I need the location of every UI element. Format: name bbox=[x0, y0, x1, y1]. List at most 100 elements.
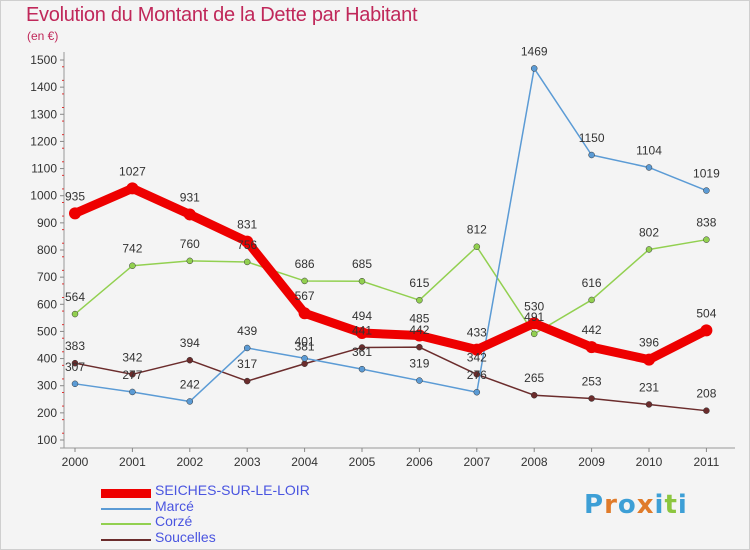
data-point bbox=[703, 407, 710, 414]
data-label: 491 bbox=[524, 310, 544, 324]
data-label: 381 bbox=[295, 340, 315, 354]
data-label: 307 bbox=[65, 360, 85, 374]
data-point bbox=[129, 371, 136, 378]
y-tick-label: 500 bbox=[37, 324, 57, 338]
y-tick-label: 700 bbox=[37, 270, 57, 284]
data-label: 931 bbox=[180, 190, 200, 204]
data-point bbox=[416, 343, 423, 351]
legend-label: Soucelles bbox=[155, 529, 216, 545]
y-tick-label: 1400 bbox=[30, 80, 57, 94]
data-label: 253 bbox=[582, 374, 602, 388]
y-tick-label: 200 bbox=[37, 406, 57, 420]
data-point bbox=[186, 398, 194, 405]
data-point bbox=[588, 151, 595, 159]
data-label: 276 bbox=[467, 368, 487, 382]
x-tick-label: 2006 bbox=[406, 455, 433, 469]
y-tick-label: 100 bbox=[37, 433, 57, 447]
y-tick-label: 1100 bbox=[31, 162, 57, 176]
data-label: 208 bbox=[696, 387, 716, 401]
data-label: 394 bbox=[180, 336, 200, 350]
logo-letter: r bbox=[604, 490, 618, 520]
data-point bbox=[700, 324, 713, 337]
data-point bbox=[416, 377, 423, 384]
series-line bbox=[74, 67, 708, 403]
x-tick-label: 2001 bbox=[119, 455, 146, 469]
data-point bbox=[69, 207, 81, 220]
data-label: 442 bbox=[409, 323, 429, 337]
data-point bbox=[473, 388, 481, 396]
data-label: 317 bbox=[237, 357, 257, 371]
x-tick-label: 2009 bbox=[578, 455, 605, 469]
data-point bbox=[358, 344, 366, 351]
data-point bbox=[645, 246, 653, 253]
legend-swatch bbox=[101, 539, 151, 541]
series-line bbox=[70, 183, 711, 365]
data-label: 831 bbox=[237, 218, 257, 232]
data-point bbox=[358, 365, 366, 373]
logo-letter: P bbox=[584, 490, 605, 520]
data-label: 838 bbox=[696, 216, 716, 230]
data-point bbox=[301, 360, 308, 367]
data-point bbox=[358, 277, 366, 285]
data-point bbox=[585, 341, 598, 354]
data-label: 319 bbox=[409, 357, 429, 371]
legend-swatch bbox=[101, 523, 151, 525]
y-tick-label: 1200 bbox=[30, 134, 57, 148]
data-label: 265 bbox=[524, 371, 544, 385]
data-point bbox=[186, 356, 194, 364]
data-label: 1027 bbox=[119, 164, 146, 178]
data-point bbox=[530, 65, 538, 72]
data-label: 1104 bbox=[636, 143, 662, 157]
y-tick-label: 800 bbox=[37, 243, 57, 257]
data-label: 485 bbox=[409, 312, 429, 326]
data-label: 530 bbox=[524, 299, 544, 313]
x-tick-label: 2010 bbox=[636, 455, 663, 469]
data-point bbox=[530, 391, 538, 399]
data-label: 342 bbox=[467, 350, 487, 364]
data-label: 277 bbox=[122, 368, 142, 382]
data-label: 685 bbox=[352, 257, 372, 271]
data-label: 935 bbox=[65, 189, 85, 203]
logo-letter: t bbox=[664, 490, 678, 520]
data-label: 686 bbox=[295, 257, 315, 271]
data-label: 433 bbox=[467, 326, 487, 340]
data-point bbox=[530, 330, 538, 338]
legend-swatch bbox=[101, 508, 151, 510]
data-label: 441 bbox=[352, 323, 372, 337]
data-label: 442 bbox=[582, 323, 602, 337]
data-point bbox=[241, 235, 254, 248]
x-tick-label: 2011 bbox=[693, 455, 719, 469]
data-point bbox=[243, 377, 251, 385]
logo-letter: o bbox=[617, 490, 637, 520]
chart-unit-subtitle: (en €) bbox=[27, 29, 59, 43]
data-label: 242 bbox=[180, 377, 200, 391]
data-point bbox=[186, 257, 194, 265]
legend-label: Corzé bbox=[155, 513, 193, 529]
data-label: 494 bbox=[352, 309, 372, 323]
series-line bbox=[74, 346, 708, 412]
data-point bbox=[645, 164, 653, 171]
proxiti-logo: Proxiti bbox=[584, 490, 688, 520]
legend-swatch bbox=[101, 488, 151, 498]
logo-letter: x bbox=[636, 490, 655, 520]
data-label: 231 bbox=[639, 380, 659, 394]
y-tick-label: 1000 bbox=[30, 189, 57, 203]
x-tick-label: 2008 bbox=[521, 455, 548, 469]
logo-letter: i bbox=[677, 490, 688, 520]
data-point bbox=[703, 236, 710, 243]
y-tick-label: 400 bbox=[37, 352, 57, 366]
data-point bbox=[413, 329, 426, 342]
series-line bbox=[74, 238, 708, 335]
x-tick-label: 2007 bbox=[463, 455, 490, 469]
x-tick-label: 2004 bbox=[291, 455, 318, 469]
data-point bbox=[473, 243, 481, 250]
data-label: 439 bbox=[237, 324, 257, 338]
x-tick-label: 2005 bbox=[349, 455, 376, 469]
chart-title: Evolution du Montant de la Dette par Hab… bbox=[26, 4, 418, 26]
data-label: 756 bbox=[237, 238, 257, 252]
data-point bbox=[528, 317, 541, 330]
data-label: 396 bbox=[639, 336, 659, 350]
data-point bbox=[301, 355, 308, 362]
data-point bbox=[298, 307, 311, 320]
